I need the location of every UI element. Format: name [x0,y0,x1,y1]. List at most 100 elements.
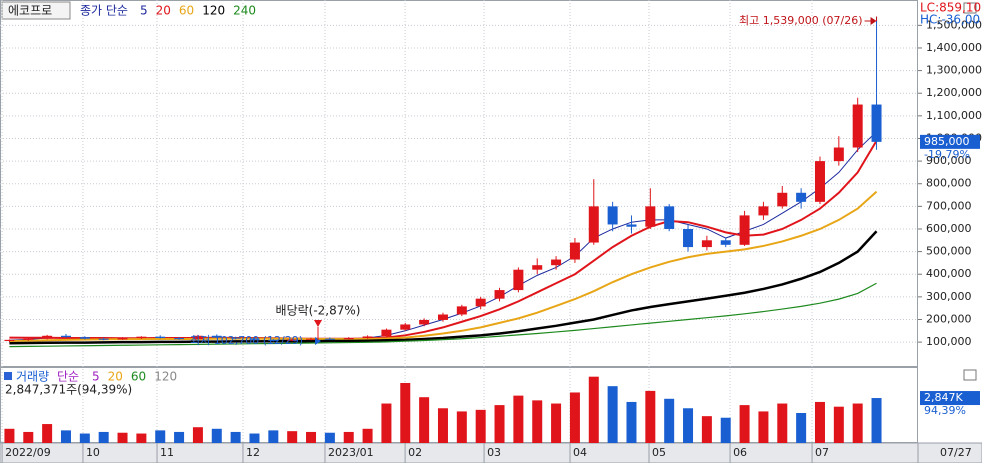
candle-body [720,240,731,245]
volume-bar [381,403,392,443]
dividend-marker [314,320,322,327]
y-tick-label: 600,000 [926,222,972,235]
candle-body [117,338,128,340]
volume-legend-prefix: 단순 [57,370,79,384]
volume-bar [268,430,279,443]
volume-bar [174,431,185,443]
candle-body [79,337,90,339]
stock-name: 에코프로 [8,4,52,18]
x-tick-label: 06 [733,446,747,459]
high-annotation: 최고 1,539,000 (07/26) [739,14,863,27]
candle-body [551,259,562,266]
candle-body [98,338,109,340]
volume-bar [287,431,298,443]
low-marker [315,337,321,345]
candle-body [833,147,844,162]
volume-bar [777,403,788,443]
volume-bar [230,431,241,443]
candle-body [607,206,618,225]
candle-body [174,338,185,340]
volume-bar [814,401,825,443]
candle-body [626,224,637,227]
panel-button[interactable] [963,2,977,14]
volume-legend-entry: 5 [92,370,100,384]
date-axis-bar [0,442,982,463]
x-tick-label: 05 [652,446,666,459]
y-tick-label: 1,300,000 [926,64,982,77]
legend-icon [4,372,12,380]
volume-bar [475,409,486,443]
legend-entry: 20 [156,4,171,18]
candle-body [701,240,712,248]
volume-bar [211,428,222,443]
y-tick-label: 500,000 [926,245,972,258]
candle-body [569,242,580,260]
candle-body [362,336,373,339]
candle-body [664,206,675,229]
volume-label: 2,847,371주(94,39%) [5,383,132,397]
volume-bar [419,397,430,443]
candle-body [494,290,505,299]
volume-bar [155,430,166,443]
y-tick-label: 700,000 [926,199,972,212]
x-tick-label: 04 [573,446,587,459]
volume-bar [343,431,354,443]
volume-bar [551,403,562,443]
volume-bar [607,386,618,443]
volume-bar [664,398,675,443]
y-tick-label: 400,000 [926,267,972,280]
volume-bar [513,395,524,443]
volume-bar [117,432,128,443]
last-price-box [920,134,980,149]
candle-body [42,335,53,339]
candle-body [324,338,335,340]
y-tick-label: 1,400,000 [926,41,982,54]
candle-body [456,306,467,315]
candle-body [4,339,15,341]
volume-bar [588,376,599,443]
volume-bar [739,405,750,443]
candle-body [400,324,411,330]
volume-bar [720,417,731,443]
low-annotation: 최저 102,700 (12/29) [190,334,303,347]
legend-entry: 120 [202,4,225,18]
x-tick-label: 03 [487,446,501,459]
y-tick-label: 1,500,000 [926,18,982,31]
high-arrowhead [870,17,877,25]
volume-bar [306,431,317,443]
dividend-annotation: 배당락(-2,87%) [276,304,361,318]
candle-body [306,338,317,340]
y-tick-label: 1,100,000 [926,109,982,122]
candle-body [287,339,298,341]
legend-entry: 240 [233,4,256,18]
y-tick-label: 300,000 [926,290,972,303]
stock-name-box[interactable] [1,1,71,20]
y-tick-label: 1,200,000 [926,86,982,99]
volume-bar [645,390,656,443]
candle-body [852,104,863,148]
panel-button[interactable] [963,369,977,381]
candle-body [758,206,769,216]
candle-body [136,336,147,339]
candle-body [60,335,71,338]
legend-entry: 60 [179,4,194,18]
volume-bar [60,430,71,443]
last-volume-box [920,391,980,406]
volume-bar [701,416,712,443]
last-price: 985,000 [924,135,970,148]
candle-body [437,314,448,320]
candle-body [381,329,392,337]
volume-bar [532,400,543,443]
candle-body [513,269,524,291]
volume-bar [494,405,505,443]
candle-body [343,338,354,340]
legend-entry: 5 [140,4,148,18]
legend-prefix: 종가 단순 [80,4,128,18]
candle-body [814,161,825,202]
hc-label: HC:-36,00 [920,13,980,27]
candle-body [211,335,222,338]
volume-bar [42,424,53,443]
volume-ratio: 94,39% [924,404,966,417]
